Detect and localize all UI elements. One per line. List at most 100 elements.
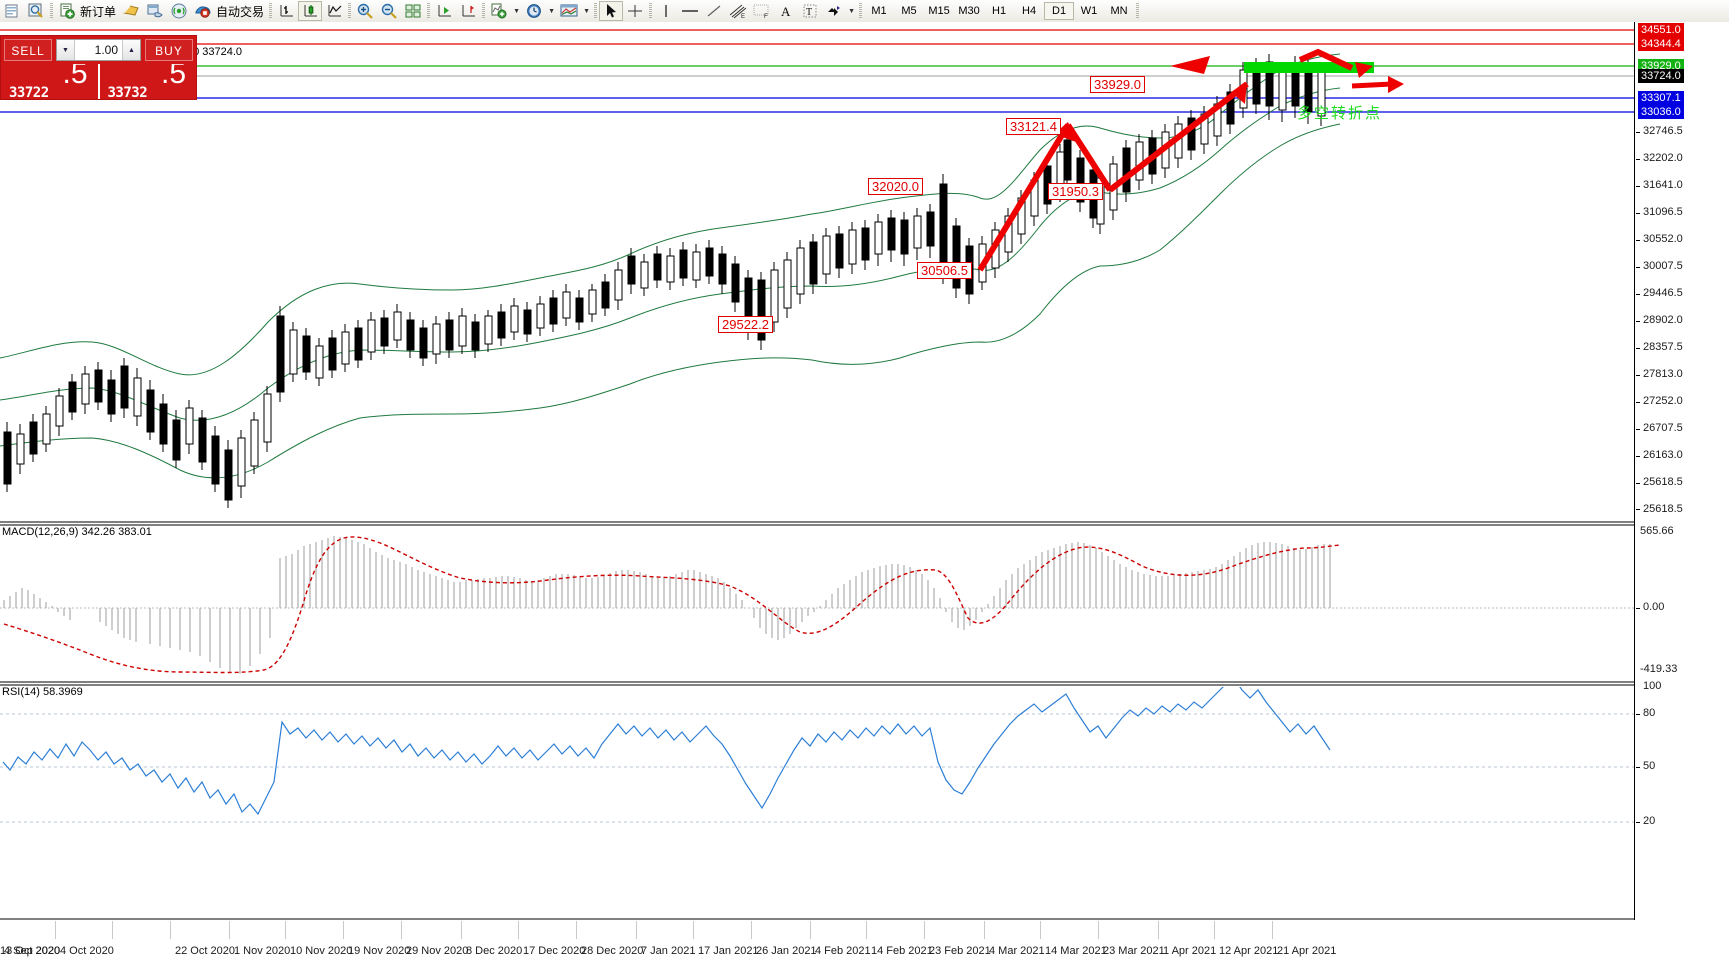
price-tick-6: 29446.5: [1643, 287, 1683, 299]
trend-top-arrowhead: [1355, 62, 1373, 78]
zoom-in-icon[interactable]: [353, 1, 377, 21]
price-scale[interactable]: 34551.0 34344.4 33929.0 33724.0 33307.1 …: [1634, 22, 1729, 920]
sell-price[interactable]: 33722 .5: [1, 64, 98, 99]
add-indicator-dropdown-icon[interactable]: ▼: [513, 7, 520, 15]
tile-windows-icon[interactable]: [401, 1, 425, 21]
templates-icon[interactable]: [557, 1, 581, 21]
price-badge-0: 34551.0: [1638, 23, 1684, 37]
date-separator: [924, 921, 925, 939]
line-chart-icon[interactable]: [322, 1, 346, 21]
trend-bottom-arrow: [1351, 81, 1393, 89]
timeframe-m15[interactable]: M15: [928, 5, 950, 17]
signals-icon[interactable]: [167, 1, 191, 21]
timeframe-m30[interactable]: M30: [958, 5, 980, 17]
date-tick-9: 17 Dec 2020: [523, 945, 586, 957]
highlight-box: [1244, 62, 1374, 73]
profiles-icon[interactable]: [0, 1, 24, 21]
vertical-line-icon[interactable]: [654, 1, 678, 21]
cursor-icon[interactable]: [599, 1, 624, 21]
buy-price[interactable]: 33732 .5: [97, 64, 197, 99]
price-tick-12: 26163.0: [1643, 449, 1683, 461]
bar-chart-icon[interactable]: [274, 1, 298, 21]
price-tick-mark: [1636, 159, 1640, 160]
arrows-dropdown-icon[interactable]: ▼: [848, 7, 855, 15]
horizontal-line-icon[interactable]: [678, 1, 702, 21]
sell-button[interactable]: SELL: [4, 39, 52, 61]
price-tick-mark: [1636, 213, 1640, 214]
one-click-trading-panel[interactable]: SELL ▼ 1.00 ▲ BUY 33722 .5 33732 .5: [0, 35, 197, 100]
candlestick-chart-icon[interactable]: [298, 1, 323, 21]
rsi-tick-mark: [1636, 714, 1640, 715]
price-tick-mark: [1636, 321, 1640, 322]
rsi-label: RSI(14) 58.3969: [2, 686, 83, 698]
fibonacci-icon[interactable]: F: [750, 1, 774, 21]
price-badge-current: 33724.0: [1638, 69, 1684, 83]
chart-canvas[interactable]: [0, 22, 1634, 942]
terminal-icon[interactable]: [143, 1, 167, 21]
new-order-icon[interactable]: [55, 1, 79, 21]
templates-dropdown-icon[interactable]: ▼: [583, 7, 590, 15]
buy-button[interactable]: BUY: [145, 39, 193, 61]
annot-30506[interactable]: 30506.5: [917, 262, 972, 279]
auto-scroll-icon[interactable]: [432, 1, 456, 21]
trade-panel-prices: 33722 .5 33732 .5: [1, 64, 196, 99]
annot-31950[interactable]: 31950.3: [1048, 183, 1103, 200]
candlesticks: [3, 54, 1326, 508]
timeframe-h4[interactable]: H4: [1022, 5, 1037, 17]
equidistant-channel-icon[interactable]: E: [726, 1, 750, 21]
trend-bottom-arrowhead: [1388, 76, 1404, 93]
annot-29522[interactable]: 29522.2: [718, 316, 773, 333]
rsi-tick-3: 20: [1643, 815, 1656, 827]
autotrading-label[interactable]: 自动交易: [216, 4, 265, 19]
date-tick-8: 8 Dec 2020: [466, 945, 523, 957]
volume-value[interactable]: 1.00: [94, 43, 118, 57]
timeframe-h1[interactable]: H1: [992, 5, 1007, 17]
add-indicator-icon[interactable]: [487, 1, 511, 21]
trendline-icon[interactable]: [702, 1, 726, 21]
price-tick-mark: [1636, 348, 1640, 349]
date-separator: [518, 921, 519, 939]
svg-text:T: T: [806, 7, 812, 18]
volume-decrease-icon[interactable]: ▼: [57, 40, 75, 60]
trend-top-arrow: [1298, 48, 1354, 71]
volume-stepper[interactable]: ▼ 1.00 ▲: [56, 39, 141, 61]
charts-icon[interactable]: [119, 1, 143, 21]
date-separator: [693, 921, 694, 939]
date-separator: [984, 921, 985, 939]
volume-increase-icon[interactable]: ▲: [122, 40, 140, 60]
price-tick-2: 31641.0: [1643, 179, 1683, 191]
timeframe-m1[interactable]: M1: [871, 5, 887, 17]
chart-window[interactable]: ▲DJ30-,Daily 33965.0 34037.0 33602.0 337…: [0, 22, 1729, 957]
toolbar-separator: [857, 2, 864, 20]
date-tick-3: 22 Oct 2020: [175, 945, 235, 957]
period-clock-icon[interactable]: [522, 1, 546, 21]
note-turning-point[interactable]: 多空转折点: [1297, 104, 1383, 122]
annot-33121[interactable]: 33121.4: [1006, 118, 1061, 135]
rsi-tick-mark: [1636, 822, 1640, 823]
market-watch-icon[interactable]: [24, 1, 48, 21]
text-icon[interactable]: A: [774, 1, 798, 21]
date-tick-22: 21 Apr 2021: [1277, 945, 1337, 957]
date-separator: [751, 921, 752, 939]
price-tick-9: 27813.0: [1643, 368, 1683, 380]
arrows-icon[interactable]: [822, 1, 846, 21]
toolbar-separator: [48, 2, 55, 20]
timeframe-w1[interactable]: W1: [1080, 5, 1098, 17]
autotrading-icon[interactable]: [191, 1, 215, 21]
new-order-label[interactable]: 新订单: [80, 4, 117, 19]
chart-shift-icon[interactable]: [456, 1, 480, 21]
timeframe-m5[interactable]: M5: [901, 5, 917, 17]
date-tick-13: 26 Jan 2021: [756, 945, 817, 957]
date-separator: [1214, 921, 1215, 939]
price-tick-mark: [1636, 429, 1640, 430]
crosshair-icon[interactable]: [623, 1, 647, 21]
timeframe-mn[interactable]: MN: [1110, 5, 1128, 17]
text-label-icon[interactable]: T: [798, 1, 822, 21]
annot-33929[interactable]: 33929.0: [1090, 76, 1145, 93]
zoom-out-icon[interactable]: [377, 1, 401, 21]
period-dropdown-icon[interactable]: ▼: [548, 7, 555, 15]
annot-32020[interactable]: 32020.0: [868, 178, 923, 195]
toolbar-separator: [647, 2, 654, 20]
rsi-tick-2: 50: [1643, 760, 1656, 772]
timeframe-d1[interactable]: D1: [1044, 2, 1075, 20]
